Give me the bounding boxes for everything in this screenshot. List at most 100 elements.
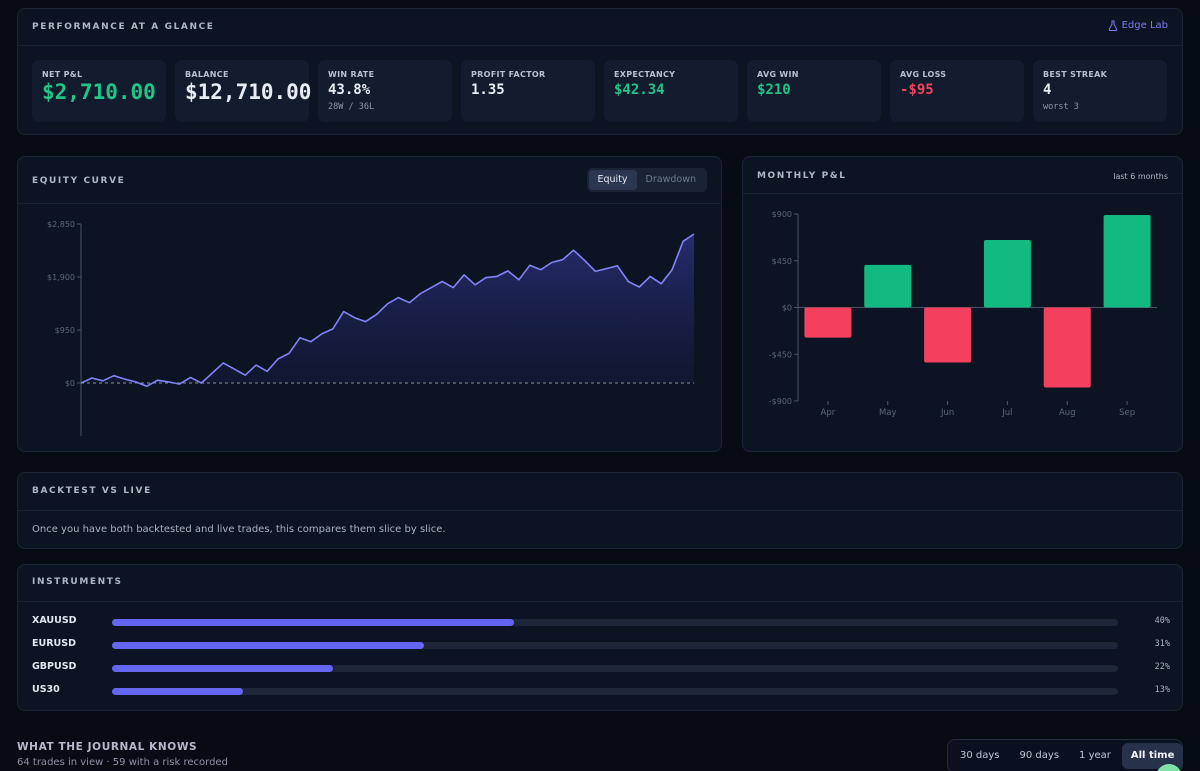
performance-divider <box>18 45 1182 46</box>
instruments-divider <box>18 601 1182 602</box>
stat-card: PROFIT FACTOR 1.35 <box>461 60 595 122</box>
stat-value: $2,710.00 <box>42 80 156 104</box>
backtest-message: Once you have both backtested and live t… <box>32 524 446 535</box>
instrument-pct: 22% <box>1154 662 1170 672</box>
monthly-x-tick-label: Jun <box>940 408 954 418</box>
monthly-divider <box>743 193 1182 194</box>
stat-sub: 28W / 36L <box>328 102 375 112</box>
stat-card: BEST STREAK 4 worst 3 <box>1033 60 1167 122</box>
monthly-x-tick-label: Jul <box>1001 408 1012 418</box>
monthly-y-tick-label: -$450 <box>769 350 792 359</box>
equity-curve-panel: EQUITY CURVE Equity Drawdown $2,850 $1,90… <box>17 156 722 452</box>
range-90-days[interactable]: 90 days <box>1019 750 1060 761</box>
journal-subtitle: 64 trades in view · 59 with a risk recor… <box>17 757 228 768</box>
edge-lab-link[interactable]: Edge Lab <box>1108 20 1168 31</box>
range-1-year[interactable]: 1 year <box>1079 750 1111 761</box>
monthly-y-tick-label: $900 <box>772 210 792 219</box>
instrument-bar-track <box>112 665 1118 672</box>
journal-title: WHAT THE JOURNAL KNOWS <box>17 741 198 753</box>
stat-sub: worst 3 <box>1043 102 1079 112</box>
monthly-range-label: last 6 months <box>1113 172 1168 181</box>
monthly-pnl-panel: MONTHLY P&L last 6 months $900 $450 $0 -$45… <box>742 156 1183 452</box>
instrument-bar-track <box>112 688 1118 695</box>
equity-title: EQUITY CURVE <box>32 176 126 186</box>
monthly-x-tick-label: Aug <box>1059 408 1076 418</box>
monthly-bar <box>924 307 972 363</box>
instrument-row: US30 13% <box>32 684 1170 698</box>
performance-panel: PERFORMANCE AT A GLANCE Edge Lab NET P&L… <box>17 8 1183 135</box>
stat-card: NET P&L $2,710.00 <box>32 60 166 122</box>
instrument-pct: 40% <box>1154 616 1170 626</box>
stat-card: EXPECTANCY $42.34 <box>604 60 738 122</box>
stat-value: $12,710.00 <box>185 80 312 104</box>
instrument-pct: 13% <box>1154 685 1170 695</box>
equity-divider <box>18 203 721 204</box>
equity-toggle: Equity Drawdown <box>586 168 707 192</box>
monthly-bar <box>983 239 1031 308</box>
equity-area <box>81 234 694 387</box>
stat-value: 43.8% <box>328 82 371 98</box>
backtest-title: BACKTEST VS LIVE <box>32 486 152 496</box>
instrument-bar-fill <box>112 688 243 695</box>
instrument-bar-track <box>112 642 1118 649</box>
equity-y-tick-label: $2,850 <box>47 220 75 229</box>
monthly-bar <box>804 307 852 338</box>
instrument-row: XAUUSD 40% <box>32 615 1170 629</box>
monthly-x-tick-label: Apr <box>821 408 836 418</box>
instrument-name: XAUUSD <box>32 615 77 626</box>
monthly-y-tick-label: $0 <box>782 304 792 313</box>
stat-card: WIN RATE 43.8% 28W / 36L <box>318 60 452 122</box>
tab-drawdown[interactable]: Drawdown <box>645 174 696 185</box>
flask-icon <box>1108 20 1117 31</box>
range-30-days[interactable]: 30 days <box>960 750 1000 761</box>
instrument-row: GBPUSD 22% <box>32 661 1170 675</box>
stat-label: EXPECTANCY <box>614 70 676 79</box>
monthly-bar <box>864 264 912 308</box>
performance-title: PERFORMANCE AT A GLANCE <box>32 22 215 32</box>
monthly-y-tick-label: -$900 <box>769 397 792 406</box>
instrument-name: US30 <box>32 684 60 695</box>
stat-value: $210 <box>757 82 791 98</box>
stat-card: AVG WIN $210 <box>747 60 881 122</box>
time-range-selector: 30 days 90 days 1 year All time <box>947 739 1184 771</box>
tab-equity[interactable]: Equity <box>588 170 637 190</box>
stat-label: BALANCE <box>185 70 229 79</box>
help-bubble[interactable] <box>1156 764 1182 771</box>
edge-lab-label: Edge Lab <box>1121 20 1168 31</box>
equity-y-tick-label: $1,900 <box>47 273 75 282</box>
instrument-name: GBPUSD <box>32 661 77 672</box>
stat-card: BALANCE $12,710.00 <box>175 60 312 122</box>
instrument-row: EURUSD 31% <box>32 638 1170 652</box>
stat-label: PROFIT FACTOR <box>471 70 546 79</box>
monthly-title: MONTHLY P&L <box>757 171 847 181</box>
instrument-bar-track <box>112 619 1118 626</box>
instrument-bar-fill <box>112 642 424 649</box>
backtest-divider <box>18 510 1182 511</box>
stat-label: NET P&L <box>42 70 83 79</box>
monthly-x-tick-label: Sep <box>1119 408 1135 418</box>
stat-value: $42.34 <box>614 82 665 98</box>
equity-chart: $2,850 $1,900 $950 $0 <box>47 220 695 436</box>
monthly-bar <box>1103 215 1151 308</box>
instrument-pct: 31% <box>1154 639 1170 649</box>
equity-y-tick-label: $950 <box>55 326 75 335</box>
stat-card: AVG LOSS -$95 <box>890 60 1024 122</box>
instrument-bar-fill <box>112 619 515 626</box>
stat-label: AVG WIN <box>757 70 799 79</box>
stat-value: -$95 <box>900 82 934 98</box>
stat-value: 4 <box>1043 82 1052 98</box>
monthly-y-tick-label: $450 <box>772 257 792 266</box>
stat-value: 1.35 <box>471 82 505 98</box>
stat-label: BEST STREAK <box>1043 70 1108 79</box>
instruments-title: INSTRUMENTS <box>32 577 123 587</box>
equity-y-tick-label: $0 <box>65 379 75 388</box>
monthly-x-tick-label: May <box>879 408 897 418</box>
monthly-chart: $900 $450 $0 -$450 -$900 Apr May Jun Jul Aug Sep <box>769 210 1157 418</box>
stat-label: WIN RATE <box>328 70 375 79</box>
equity-line <box>80 233 695 388</box>
instrument-name: EURUSD <box>32 638 76 649</box>
instruments-panel: INSTRUMENTS XAUUSD 40% EURUSD 31% GBPUSD 22% U… <box>17 564 1183 711</box>
backtest-panel: BACKTEST VS LIVE Once you have both back… <box>17 472 1183 549</box>
instrument-bar-fill <box>112 665 334 672</box>
monthly-bar <box>1043 307 1091 388</box>
